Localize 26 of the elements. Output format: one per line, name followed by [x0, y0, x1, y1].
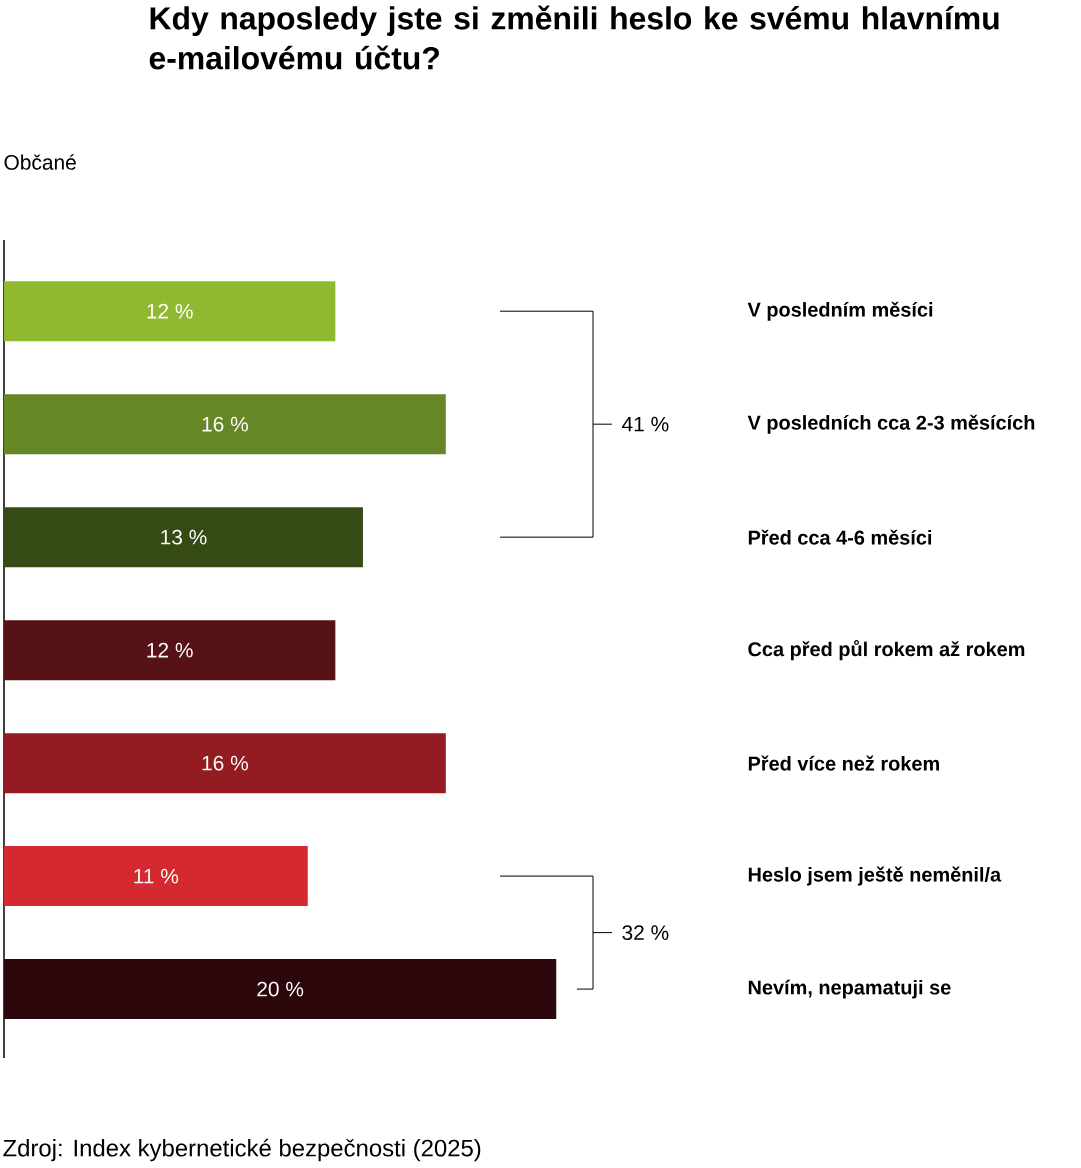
y-tick-label: V posledním měsíci	[747, 301, 933, 321]
data-label: 11 %	[134, 868, 179, 884]
data-label: 16 %	[202, 416, 248, 432]
bar	[4, 846, 308, 907]
y-tick-label: Před více než rokem	[748, 755, 939, 771]
chart-subtitle: Občané	[4, 154, 76, 170]
y-tick-label: Nevím, nepamatuji se	[748, 979, 951, 999]
y-tick-label: Před cca 4-6 měsíci	[748, 529, 932, 545]
bar	[4, 620, 336, 681]
data-label: 12 %	[147, 303, 193, 319]
bar	[4, 733, 446, 794]
bar	[4, 507, 363, 568]
bar	[4, 394, 446, 455]
chart-title: Kdy naposledy jste si změnili heslo ke svému hlavnímu e-mailovému účtu?	[149, 5, 999, 70]
data-label: 12 %	[147, 642, 193, 658]
text: 32 %	[622, 925, 669, 941]
text: 41 %	[622, 416, 669, 432]
bar	[4, 959, 557, 1020]
bar	[4, 281, 336, 342]
data-label: 13 %	[161, 529, 207, 545]
y-tick-label: Cca před půl rokem až rokem	[748, 640, 1025, 661]
data-label: 20 %	[257, 981, 304, 997]
y-tick-label: V posledních cca 2-3 měsících	[747, 414, 1035, 434]
y-tick-label: Heslo jsem ještě neměnil/a	[748, 866, 1002, 886]
data-label: 16 %	[202, 755, 248, 771]
text: Zdroj: Index kybernetické bezpečnosti (2025)	[3, 1138, 481, 1162]
